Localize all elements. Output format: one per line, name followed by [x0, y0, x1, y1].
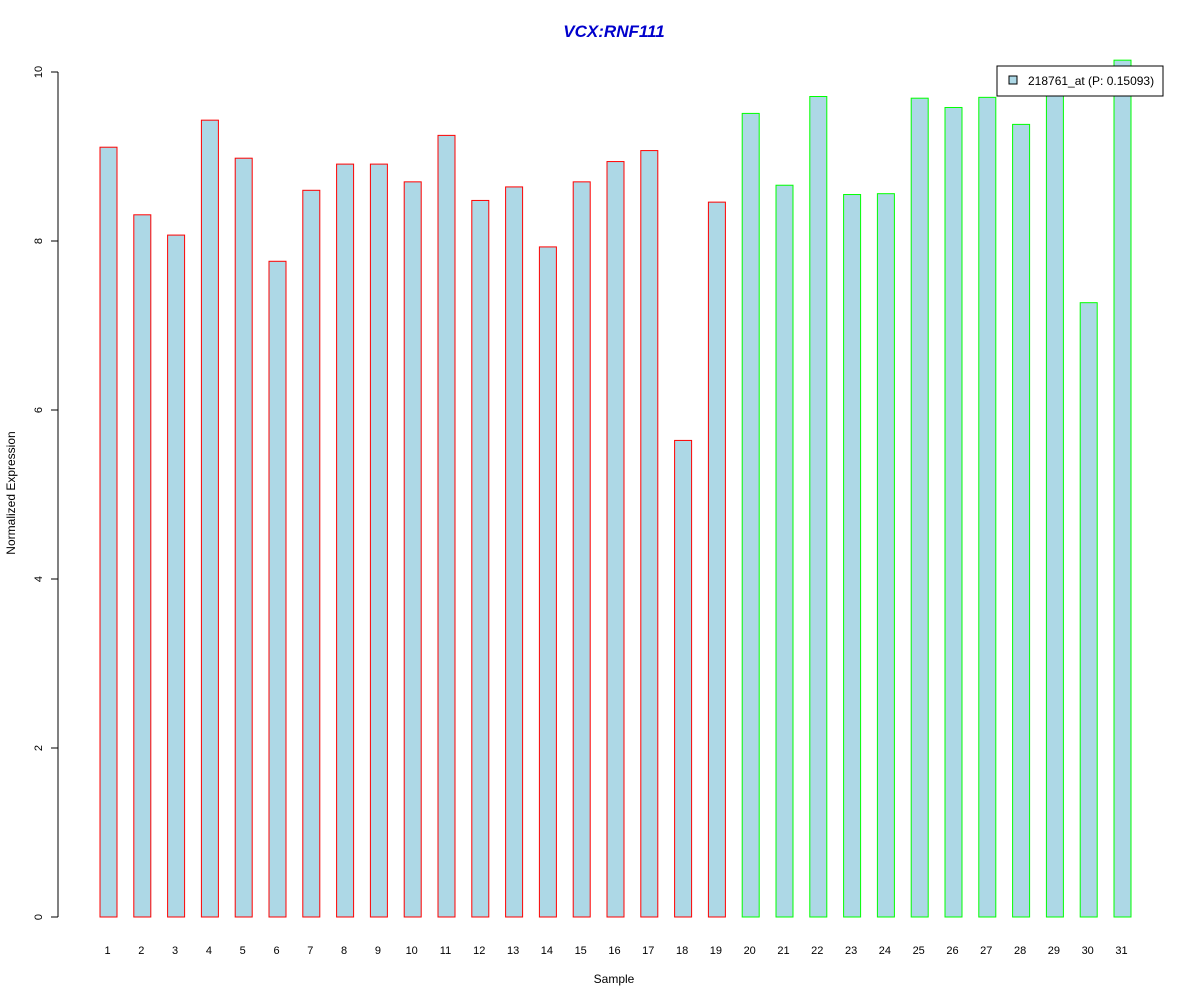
- bar-sample-18: [674, 439, 693, 918]
- bar-sample-17: [640, 150, 659, 918]
- bar-sample-2: [133, 214, 152, 918]
- y-tick-label: 2: [33, 745, 45, 751]
- x-axis-tick-labels: 1 2 3 4 5 6 7 8 9 10 11 12 13 14 15 16 17 18 19 20 21 22 23 24 2…: [104, 945, 1127, 957]
- y-tick-label: 4: [33, 576, 45, 582]
- x-tick-label: 13: [507, 945, 519, 957]
- bar-sample-30: [1079, 302, 1098, 918]
- bar-sample-6: [268, 260, 287, 918]
- x-tick-label: 2: [138, 945, 144, 957]
- x-tick-label: 10: [406, 945, 418, 957]
- chart-title: VCX:RNF111: [563, 22, 664, 41]
- bar-sample-31: [1113, 59, 1132, 918]
- x-tick-label: 22: [811, 945, 823, 957]
- y-axis: 0 2 4 6 8 10: [33, 66, 59, 920]
- bar-sample-16: [606, 161, 625, 918]
- bar-sample-5: [234, 157, 253, 918]
- x-tick-label: 11: [440, 945, 451, 957]
- y-tick-label: 8: [33, 238, 45, 244]
- bar-sample-25: [910, 97, 929, 918]
- x-tick-label: 18: [676, 945, 688, 957]
- bar-sample-24: [876, 193, 895, 918]
- x-tick-label: 9: [375, 945, 381, 957]
- bar-sample-19: [707, 201, 726, 918]
- x-tick-label: 12: [473, 945, 485, 957]
- x-tick-label: 3: [172, 945, 178, 957]
- bar-sample-12: [471, 199, 490, 918]
- y-tick-label: 6: [33, 407, 45, 413]
- bar-sample-13: [505, 186, 524, 918]
- x-tick-label: 20: [744, 945, 756, 957]
- bar-sample-28: [1012, 123, 1031, 918]
- x-tick-label: 14: [541, 945, 553, 957]
- x-tick-label: 7: [307, 945, 313, 957]
- x-tick-label: 19: [710, 945, 722, 957]
- x-tick-label: 27: [980, 945, 992, 957]
- x-tick-label: 29: [1048, 945, 1060, 957]
- x-axis-title: Sample: [594, 972, 635, 986]
- bar-sample-8: [336, 163, 355, 918]
- x-tick-label: 31: [1115, 945, 1127, 957]
- bar-sample-21: [775, 184, 794, 918]
- x-tick-label: 15: [575, 945, 587, 957]
- bar-sample-7: [302, 189, 321, 918]
- legend-swatch: [1008, 75, 1018, 85]
- bar-sample-29: [1045, 89, 1064, 918]
- x-tick-label: 28: [1014, 945, 1026, 957]
- x-tick-label: 25: [913, 945, 925, 957]
- x-tick-label: 5: [240, 945, 246, 957]
- x-tick-label: 4: [206, 945, 212, 957]
- x-tick-label: 17: [642, 945, 654, 957]
- bar-sample-4: [200, 119, 219, 918]
- bar-sample-1: [99, 146, 118, 918]
- bar-sample-26: [944, 106, 963, 918]
- bar-sample-14: [538, 246, 557, 918]
- y-axis-title: Normalized Expression: [4, 431, 18, 554]
- legend: 218761_at (P: 0.15093): [996, 65, 1164, 97]
- y-tick-label: 10: [33, 66, 45, 78]
- bars: [99, 59, 1132, 918]
- bar-sample-9: [369, 163, 388, 918]
- x-tick-label: 21: [777, 945, 789, 957]
- bar-sample-27: [978, 96, 997, 918]
- bar-sample-15: [572, 181, 591, 918]
- bar-sample-11: [437, 134, 456, 918]
- x-tick-label: 24: [879, 945, 891, 957]
- x-tick-label: 1: [104, 945, 110, 957]
- legend-label: 218761_at (P: 0.15093): [1028, 74, 1154, 88]
- y-tick-label: 0: [33, 914, 45, 920]
- x-tick-label: 8: [341, 945, 347, 957]
- legend-box: [996, 65, 1164, 97]
- bar-sample-22: [809, 96, 828, 918]
- x-tick-label: 30: [1082, 945, 1094, 957]
- x-tick-label: 6: [273, 945, 279, 957]
- bar-sample-10: [403, 181, 422, 918]
- x-tick-label: 23: [845, 945, 857, 957]
- x-tick-label: 26: [946, 945, 958, 957]
- bar-sample-20: [741, 112, 760, 918]
- bar-sample-3: [167, 234, 186, 918]
- x-tick-label: 16: [608, 945, 620, 957]
- bar-sample-23: [843, 194, 862, 918]
